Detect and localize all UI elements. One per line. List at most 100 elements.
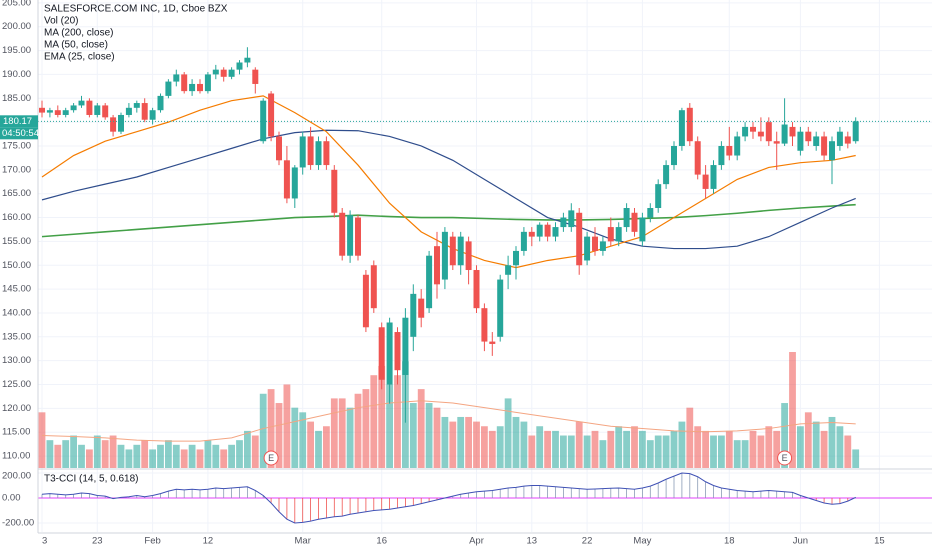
volume-bar xyxy=(654,435,662,468)
cci-line xyxy=(41,472,856,524)
candle-body xyxy=(252,69,259,84)
candle-body xyxy=(781,124,788,144)
candle-body xyxy=(315,141,322,166)
volume-bar xyxy=(251,435,259,468)
candle-body xyxy=(197,83,203,92)
legend-entry: MA (50, close) xyxy=(44,40,108,51)
event-label: E xyxy=(782,453,788,463)
volume-bar xyxy=(315,430,322,468)
volume-bar xyxy=(773,430,781,468)
candle-body xyxy=(655,184,662,208)
candle-body xyxy=(212,69,219,75)
y-tick-label: 165.00 xyxy=(2,188,31,199)
candle-body xyxy=(560,217,567,228)
countdown-label: 04:50:54 xyxy=(2,128,39,139)
volume-bar xyxy=(117,444,125,468)
volume-bar xyxy=(54,444,62,468)
candle-body xyxy=(489,341,496,344)
volume-bar xyxy=(583,435,591,468)
volume-bar xyxy=(425,403,433,468)
volume-bar xyxy=(496,426,504,468)
volume-bar xyxy=(718,435,725,468)
candle-body xyxy=(686,107,693,142)
volume-bar xyxy=(370,375,378,468)
volume-bar xyxy=(528,435,536,468)
volume-bar xyxy=(836,426,844,468)
ma-line xyxy=(41,129,856,250)
candle-body xyxy=(505,265,512,275)
y-tick-label: 195.00 xyxy=(2,45,31,56)
candle-body xyxy=(663,165,670,185)
volume-bar xyxy=(38,412,46,468)
candle-body xyxy=(394,332,401,371)
candle-body xyxy=(133,103,140,108)
volume-bar xyxy=(86,449,93,468)
volume-bar xyxy=(109,435,117,468)
candle-body xyxy=(449,236,456,266)
candle-body xyxy=(710,165,717,189)
volume-bar xyxy=(552,430,559,468)
volume-bar xyxy=(330,398,338,468)
candle-body xyxy=(157,95,164,111)
y-tick-label: 145.00 xyxy=(2,284,31,295)
y2-tick-label: -200.00 xyxy=(2,518,34,529)
volume-bar xyxy=(291,407,299,468)
candle-body xyxy=(86,100,93,115)
volume-bar xyxy=(749,430,757,468)
y2-tick-label: 200.00 xyxy=(2,471,31,482)
candle-body xyxy=(78,100,85,106)
candle-body xyxy=(805,131,812,142)
volume-bar xyxy=(686,407,694,468)
candle-body xyxy=(757,131,764,137)
volume-bar xyxy=(844,435,852,468)
candle-body xyxy=(584,236,591,261)
candle-body xyxy=(402,317,409,375)
candle-body xyxy=(726,145,733,156)
candle-body xyxy=(821,136,828,156)
volume-bar xyxy=(378,365,386,468)
volume-bar xyxy=(812,421,820,468)
volume-bar xyxy=(599,440,607,468)
volume-bar xyxy=(828,416,836,468)
volume-bar xyxy=(757,435,765,468)
volume-bar xyxy=(765,426,773,468)
candle-body xyxy=(410,293,417,337)
candle-body xyxy=(513,250,519,266)
candle-body xyxy=(102,105,109,118)
y-tick-label: 155.00 xyxy=(2,236,31,247)
volume-bar xyxy=(362,389,370,468)
volume-bar xyxy=(623,430,630,468)
candle-body xyxy=(441,231,448,280)
volume-bar xyxy=(125,449,133,468)
volume-bar xyxy=(157,444,164,468)
volume-bar xyxy=(62,440,70,468)
candle-body xyxy=(844,136,851,144)
volume-bar xyxy=(386,384,393,468)
volume-bar xyxy=(797,426,804,468)
volume-bar xyxy=(789,352,796,468)
candle-body xyxy=(276,136,282,161)
candle-body xyxy=(355,217,361,256)
y-tick-label: 125.00 xyxy=(2,379,31,390)
candle-body xyxy=(789,126,796,137)
y-tick-label: 160.00 xyxy=(2,212,31,223)
candle-body xyxy=(307,136,314,166)
volume-bar xyxy=(567,435,575,468)
volume-bar xyxy=(346,407,354,468)
volume-bar xyxy=(710,435,717,468)
price-tag xyxy=(0,115,38,128)
volume-bar xyxy=(733,440,741,468)
volume-bar xyxy=(457,416,465,468)
volume-bar xyxy=(78,444,85,468)
candle-body xyxy=(750,126,756,132)
x-tick-label: Apr xyxy=(469,536,484,547)
candle-body xyxy=(773,141,780,144)
x-tick-label: Mar xyxy=(295,536,311,547)
volume-bar xyxy=(244,430,251,468)
x-tick-label: Jun xyxy=(793,536,808,547)
y-tick-label: 150.00 xyxy=(2,260,31,271)
volume-bar xyxy=(694,426,702,468)
candle-body xyxy=(576,212,583,266)
candle-body xyxy=(647,208,654,218)
event-marker xyxy=(263,450,279,466)
